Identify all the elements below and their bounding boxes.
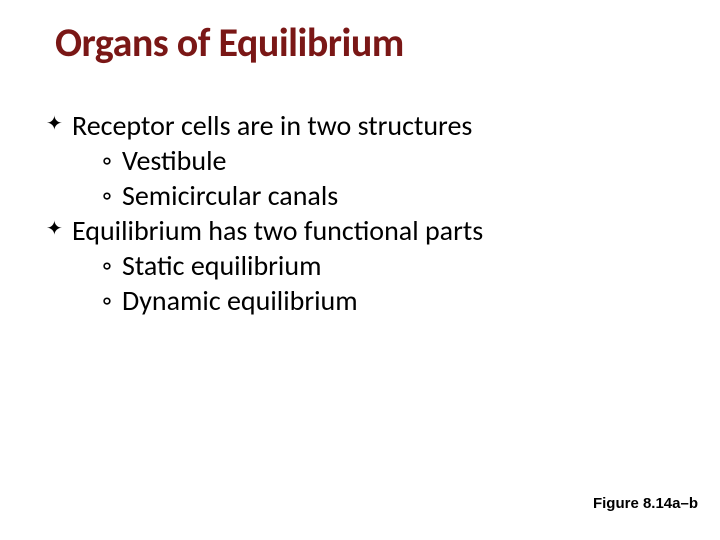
- slide-body: ✦Receptor cells are in two structures◦Ve…: [46, 108, 666, 318]
- sub-bullet-item: ◦Dynamic equilibrium: [102, 283, 666, 318]
- sub-bullet-item: ◦Vestibule: [102, 143, 666, 178]
- bullet-item: ✦Receptor cells are in two structures: [46, 108, 666, 143]
- sub-bullet-item: ◦Semicircular canals: [102, 178, 666, 213]
- sub-bullet-text: Dynamic equilibrium: [122, 283, 666, 318]
- sub-bullet-item: ◦Static equilibrium: [102, 248, 666, 283]
- bullet-marker-icon: ✦: [46, 213, 72, 245]
- sub-bullet-marker-icon: ◦: [102, 178, 122, 213]
- sub-bullet-marker-icon: ◦: [102, 283, 122, 318]
- bullet-marker-icon: ✦: [46, 108, 72, 140]
- slide: Organs of Equilibrium ✦Receptor cells ar…: [0, 0, 720, 540]
- sub-bullet-text: Vestibule: [122, 143, 666, 178]
- bullet-item: ✦Equilibrium has two functional parts: [46, 213, 666, 248]
- sub-bullet-text: Semicircular canals: [122, 178, 666, 213]
- slide-title: Organs of Equilibrium: [55, 18, 404, 67]
- sub-bullet-marker-icon: ◦: [102, 248, 122, 283]
- sub-bullet-marker-icon: ◦: [102, 143, 122, 178]
- corner-wedge-light: [0, 460, 150, 540]
- bullet-text: Receptor cells are in two structures: [72, 108, 666, 143]
- figure-label: Figure 8.14a–b: [593, 495, 698, 512]
- bullet-text: Equilibrium has two functional parts: [72, 213, 666, 248]
- sub-bullet-text: Static equilibrium: [122, 248, 666, 283]
